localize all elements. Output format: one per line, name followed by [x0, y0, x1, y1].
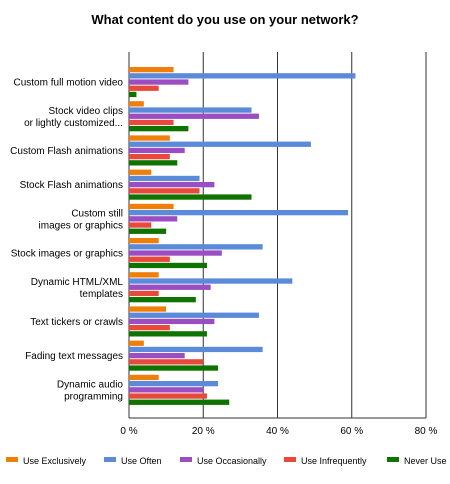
bar: [129, 160, 178, 166]
bar: [129, 272, 159, 278]
legend-item: Use Infrequently: [284, 456, 367, 466]
bar: [129, 331, 207, 337]
bar: [129, 73, 356, 79]
x-tick-label: 40 %: [266, 426, 289, 437]
legend-swatch: [6, 457, 18, 462]
category-label: Custom full motion video: [14, 78, 124, 89]
legend-label: Never Use: [404, 456, 447, 466]
bar: [129, 290, 159, 297]
legend-label: Use Occasionally: [197, 456, 267, 466]
category-labels: Custom full motion video Stock video clip…: [10, 78, 123, 403]
legend-label: Use Infrequently: [301, 456, 367, 466]
x-tick-label: 0 %: [120, 426, 137, 437]
chart-title: What content do you use on your network?: [91, 12, 358, 27]
category-label: Custom still images or graphics: [39, 208, 123, 231]
bar: [129, 238, 159, 244]
bar: [129, 182, 215, 188]
x-tick-label: 80 %: [415, 426, 438, 437]
bar: [129, 175, 200, 182]
bar: [129, 141, 311, 147]
bar: [129, 228, 167, 234]
legend-swatch: [180, 457, 192, 462]
bar: [129, 135, 170, 141]
bar: [129, 244, 263, 250]
bar: [129, 154, 170, 160]
bar: [129, 365, 219, 371]
legend-label: Use Exclusively: [23, 456, 87, 466]
category-label: Stock video clips or lightly customized..…: [24, 106, 123, 129]
legend-label: Use Often: [121, 456, 162, 466]
legend-swatch: [284, 457, 296, 462]
bar: [129, 393, 207, 399]
bar: [129, 119, 174, 126]
bar: [129, 210, 349, 216]
legend-item: Use Occasionally: [180, 456, 267, 466]
legend-item: Use Often: [104, 456, 162, 466]
bar: [129, 169, 152, 175]
bar: [129, 284, 211, 290]
bar: [129, 85, 159, 91]
bar: [129, 113, 259, 119]
category-label: Custom Flash animations: [10, 146, 123, 157]
category-label: Dynamic audio programming: [57, 379, 124, 402]
category-label: Stock Flash animations: [20, 180, 123, 191]
bar: [129, 250, 222, 256]
bar: [129, 107, 252, 113]
bar: [129, 387, 204, 393]
bar: [129, 312, 259, 318]
legend: Use Exclusively Use Often Use Occasionally…: [6, 456, 447, 466]
legend-item: Never Use: [387, 456, 447, 466]
legend-item: Use Exclusively: [6, 456, 87, 466]
bar: [129, 353, 185, 359]
bar: [129, 278, 293, 284]
bar: [129, 126, 189, 132]
bar: [129, 381, 219, 387]
bars: [129, 67, 356, 405]
category-label: Stock images or graphics: [11, 249, 123, 260]
bar: [129, 91, 137, 98]
category-label: Dynamic HTML/XML templates: [31, 277, 124, 300]
category-label: Fading text messages: [25, 351, 123, 362]
bar: [129, 346, 263, 353]
bar: [129, 147, 185, 154]
x-tick-label: 20 %: [192, 426, 215, 437]
bar: [129, 359, 204, 365]
bar: [129, 101, 144, 107]
bar: [129, 79, 189, 85]
bar: [129, 194, 252, 200]
bar: [129, 325, 170, 331]
bar: [129, 256, 170, 262]
bar: [129, 399, 230, 405]
bar: [129, 318, 215, 325]
bar: [129, 222, 152, 228]
bar: [129, 67, 174, 73]
x-tick-labels: 0 % 20 % 40 % 60 % 80 %: [120, 426, 437, 437]
legend-swatch: [104, 457, 116, 462]
bar: [129, 306, 167, 312]
legend-swatch: [387, 457, 399, 462]
category-label: Text tickers or crawls: [30, 317, 123, 328]
bar: [129, 262, 207, 269]
bar: [129, 297, 196, 303]
bar: [129, 340, 144, 346]
bar: [129, 374, 159, 381]
x-tick-label: 60 %: [340, 426, 363, 437]
bar: [129, 188, 200, 194]
bar: [129, 216, 178, 222]
bar: [129, 203, 174, 210]
